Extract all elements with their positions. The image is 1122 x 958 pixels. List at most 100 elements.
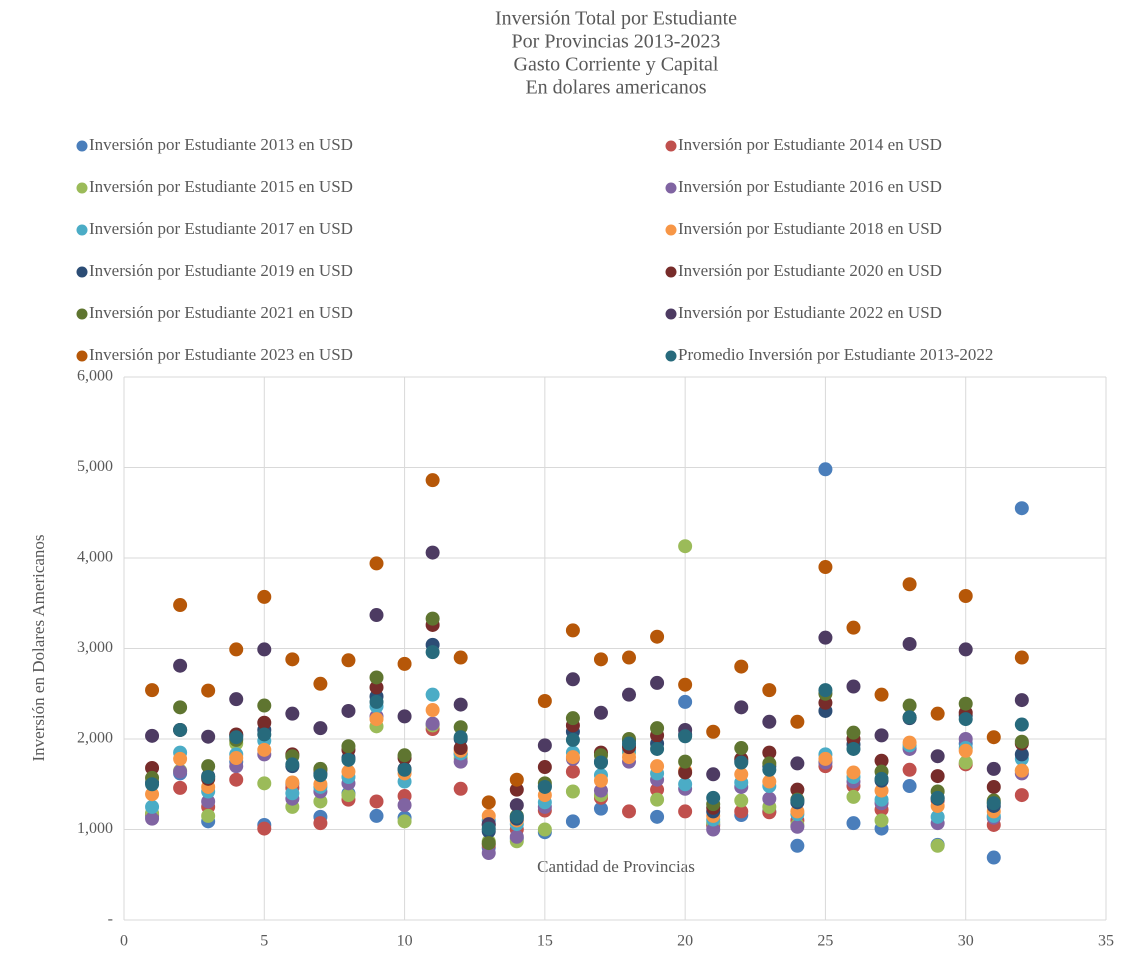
y-tick-label: 1,000 — [77, 820, 113, 837]
data-point — [650, 792, 665, 807]
x-tick-label: 30 — [958, 933, 974, 950]
data-point — [257, 821, 272, 836]
data-point — [145, 787, 160, 802]
legend-marker — [665, 266, 677, 278]
data-point — [257, 698, 272, 713]
data-point — [650, 782, 665, 797]
data-point — [762, 683, 777, 698]
data-point — [285, 757, 300, 772]
data-point — [1014, 747, 1029, 762]
data-point — [425, 716, 440, 731]
data-point — [734, 793, 749, 808]
data-point — [173, 751, 188, 766]
data-point — [537, 693, 552, 708]
data-point — [145, 777, 160, 792]
data-point — [397, 748, 412, 763]
data-point — [986, 796, 1001, 811]
series — [145, 611, 1029, 851]
data-point — [593, 801, 608, 816]
data-point — [930, 838, 945, 853]
data-point — [229, 772, 244, 787]
data-point — [173, 700, 188, 715]
data-point — [257, 589, 272, 604]
data-point — [201, 759, 216, 774]
legend-label: Inversión por Estudiante 2013 en USD — [89, 135, 353, 154]
data-point — [341, 739, 356, 754]
legend-marker — [665, 308, 677, 320]
data-point — [762, 762, 777, 777]
data-point — [874, 783, 889, 798]
data-point — [734, 700, 749, 715]
y-tick-label: - — [108, 911, 113, 928]
data-point — [201, 794, 216, 809]
data-point — [565, 732, 580, 747]
data-point — [313, 721, 328, 736]
data-point — [986, 761, 1001, 776]
data-point — [565, 711, 580, 726]
data-point — [734, 755, 749, 770]
x-tick-label: 15 — [537, 933, 553, 950]
data-point — [958, 589, 973, 604]
data-point — [537, 779, 552, 794]
data-point — [762, 745, 777, 760]
data-point — [930, 706, 945, 721]
data-point — [229, 730, 244, 745]
data-point — [818, 462, 833, 477]
series — [145, 462, 1029, 865]
data-point — [846, 679, 861, 694]
chart-title: Inversión Total por Estudiante — [495, 8, 737, 30]
data-point — [257, 727, 272, 742]
legend-marker — [665, 224, 677, 236]
data-point — [734, 659, 749, 674]
data-point — [678, 777, 693, 792]
data-point — [173, 764, 188, 779]
data-point — [1014, 763, 1029, 778]
y-tick-label: 3,000 — [77, 639, 113, 656]
data-point — [986, 850, 1001, 865]
series — [145, 637, 1029, 839]
data-point — [145, 683, 160, 698]
data-point — [958, 696, 973, 711]
data-point — [509, 798, 524, 813]
x-tick-label: 20 — [677, 933, 693, 950]
data-point — [173, 780, 188, 795]
data-point — [790, 793, 805, 808]
legend-label: Inversión por Estudiante 2021 en USD — [89, 303, 353, 322]
data-point — [986, 779, 1001, 794]
data-point — [537, 738, 552, 753]
data-point — [622, 804, 637, 819]
data-point — [257, 715, 272, 730]
legend-label: Inversión por Estudiante 2016 en USD — [678, 177, 942, 196]
data-point — [902, 762, 917, 777]
legend-marker — [76, 140, 88, 152]
y-tick-label: 5,000 — [77, 458, 113, 475]
data-point — [818, 683, 833, 698]
data-point — [369, 680, 384, 695]
data-point — [341, 703, 356, 718]
data-point — [818, 560, 833, 575]
data-point — [678, 804, 693, 819]
data-point — [565, 672, 580, 687]
data-point — [285, 786, 300, 801]
data-point — [902, 577, 917, 592]
data-point — [369, 556, 384, 571]
data-point — [397, 709, 412, 724]
data-point — [145, 799, 160, 814]
legend-marker — [76, 308, 88, 320]
legend-label: Inversión por Estudiante 2019 en USD — [89, 261, 353, 280]
data-point — [481, 821, 496, 836]
data-point — [1014, 501, 1029, 516]
data-point — [734, 804, 749, 819]
data-point — [425, 703, 440, 718]
x-tick-label: 35 — [1098, 933, 1114, 950]
data-point — [313, 816, 328, 831]
data-point — [201, 770, 216, 785]
data-point — [846, 765, 861, 780]
data-point — [846, 725, 861, 740]
legend-label: Inversión por Estudiante 2020 en USD — [678, 261, 942, 280]
data-point — [678, 754, 693, 769]
x-tick-label: 25 — [817, 933, 833, 950]
data-point — [341, 764, 356, 779]
data-point — [762, 774, 777, 789]
